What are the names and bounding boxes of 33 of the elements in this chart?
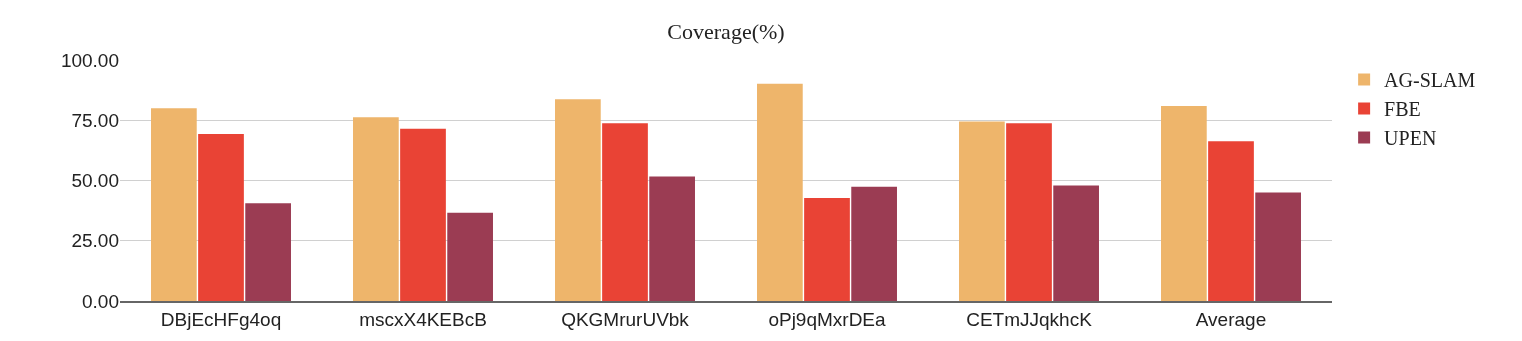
bar xyxy=(1161,106,1207,301)
bar xyxy=(602,123,648,301)
bar xyxy=(959,121,1005,301)
bar xyxy=(151,108,197,301)
x-tick-label: QKGMrurUVbk xyxy=(561,308,690,330)
bar xyxy=(353,117,399,301)
legend-label: FBE xyxy=(1384,98,1421,121)
bar xyxy=(245,203,291,301)
legend-label: UPEN xyxy=(1384,127,1437,150)
legend-label: AG-SLAM xyxy=(1384,69,1476,92)
y-tick-label: 50.00 xyxy=(71,170,119,192)
x-tick-label: DBjEcHFg4oq xyxy=(160,308,282,330)
x-tick-label: Average xyxy=(1195,308,1267,330)
y-tick-label: 0.00 xyxy=(82,290,119,312)
x-tick-label: CETmJJqkhcK xyxy=(966,308,1093,330)
bar xyxy=(757,83,803,301)
bar xyxy=(851,186,897,301)
y-tick-label: 100.00 xyxy=(60,49,119,71)
bar xyxy=(1208,141,1254,301)
bar xyxy=(649,176,695,301)
bar xyxy=(804,198,850,301)
bar xyxy=(1006,123,1052,301)
bar xyxy=(447,212,493,301)
y-tick-label: 25.00 xyxy=(71,230,119,252)
bar xyxy=(400,128,446,301)
bar xyxy=(198,133,244,301)
x-tick-label: mscxX4KEBcB xyxy=(359,308,487,330)
x-tick-label: oPj9qMxrDEa xyxy=(768,308,887,330)
bar xyxy=(1053,185,1099,301)
y-tick-label: 75.00 xyxy=(71,109,119,131)
bar xyxy=(555,99,601,301)
bar xyxy=(1255,192,1301,301)
chart-title: Coverage(%) xyxy=(667,19,785,45)
